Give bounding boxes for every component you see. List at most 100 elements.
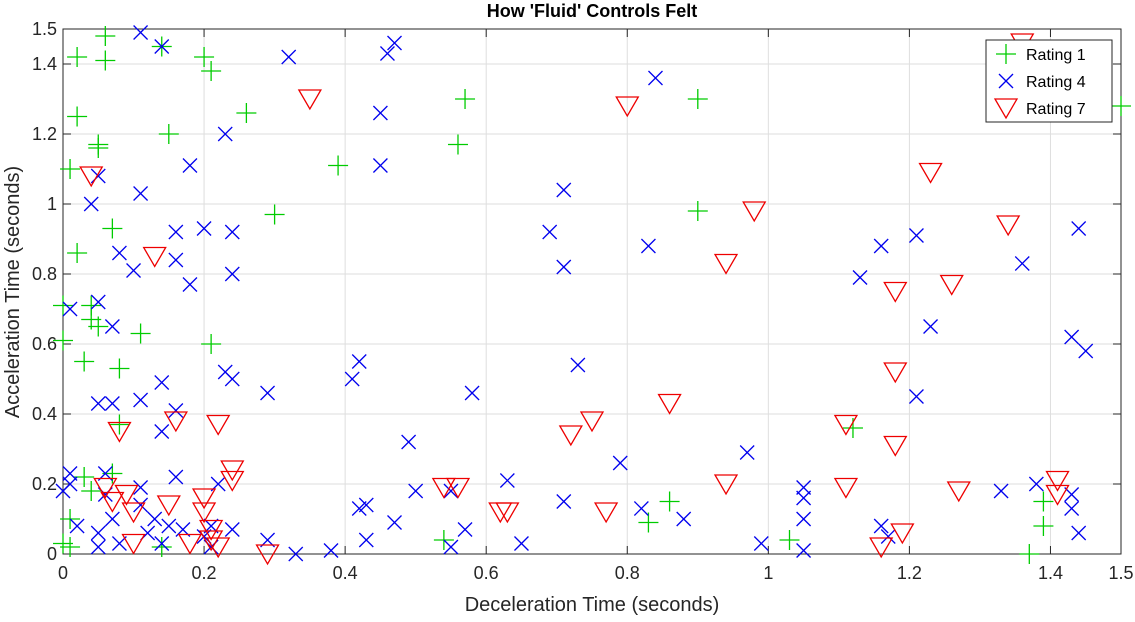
data-point [344,371,360,387]
data-point [196,221,212,236]
data-point [1014,256,1030,271]
data-point [83,196,99,212]
data-point [739,445,755,460]
y-tick-label: 0 [47,544,57,564]
data-point [713,253,739,275]
data-point [556,259,572,275]
data-point [93,477,118,499]
data-point [191,502,217,524]
data-point [220,470,245,492]
data-point [126,263,141,278]
data-point [1064,501,1080,516]
axes: 0 0.2 0.4 0.6 0.8 1 1.2 1.4 1.5 0 0.2 0.4 0.6 0.8 1 1.2… [32,19,1134,583]
data-point [443,539,459,555]
data-point [358,532,374,548]
data-point [281,49,297,65]
data-point [79,166,104,188]
x-tick-label: 0.6 [474,563,499,583]
data-point [323,543,339,558]
data-point [224,522,240,537]
data-point [1064,487,1080,502]
data-points [53,25,1131,566]
data-point [90,168,106,184]
data-point [95,50,116,71]
data-point [351,354,367,369]
data-point [615,96,640,118]
data-point [431,477,457,499]
data-point [833,477,859,499]
data-point [796,511,812,527]
data-point [201,61,222,81]
data-point [890,523,915,545]
data-point [648,70,663,86]
data-point [109,358,130,379]
x-tick-label: 0.2 [192,563,217,583]
data-point [67,243,88,263]
data-point [74,351,95,372]
data-point [217,126,233,142]
data-point [455,89,476,109]
data-point [908,228,924,243]
data-point [873,238,889,254]
data-point [433,530,454,550]
data-point [236,103,257,123]
data-point [67,47,88,67]
data-point [372,105,388,121]
data-point [182,277,198,292]
data-point [996,215,1021,237]
data-point [114,484,139,506]
data-point [177,533,203,555]
x-tick-label: 1 [763,563,773,583]
data-point [1064,329,1080,345]
x-tick-label: 1.5 [1108,563,1133,583]
y-tick-label: 1 [47,194,57,214]
data-point [81,481,102,501]
data-point [713,474,739,496]
data-point [288,546,304,562]
data-point [883,281,908,303]
data-point [133,480,149,495]
data-point [833,414,859,436]
data-point [993,483,1009,499]
x-tick-label: 1.4 [1038,563,1063,583]
data-point [457,522,473,537]
chart-title: How 'Fluid' Controls Felt [487,1,698,21]
data-point [104,396,120,411]
data-point [88,138,109,158]
data-point [372,158,388,173]
data-point [1045,470,1070,492]
data-point [121,533,146,555]
data-point [612,455,628,471]
legend-label: Rating 4 [1026,74,1086,91]
data-point [201,334,222,354]
legend-label: Rating 7 [1026,101,1086,118]
data-point [1033,491,1054,512]
data-point [168,469,184,485]
data-point [328,155,349,176]
data-point [198,530,224,552]
data-point [121,502,146,524]
data-point [224,266,240,282]
data-point [107,421,132,443]
data-point [659,491,680,512]
legend-marker [998,73,1014,89]
data-point [95,26,116,46]
data-point [90,525,106,541]
x-tick-label: 0.4 [333,563,358,583]
data-point [156,495,181,517]
x-tick-label: 1.2 [897,563,922,583]
data-point [60,509,81,529]
data-point [640,238,656,254]
data-point [883,362,908,384]
data-point [142,246,167,268]
data-point [556,494,572,509]
data-point [1071,221,1087,236]
data-point [579,411,605,433]
data-point [1111,96,1131,116]
data-point [1028,476,1044,492]
data-point [220,460,245,482]
data-point [638,512,659,533]
data-point [55,483,71,499]
data-point [387,515,402,530]
data-point [158,124,179,144]
